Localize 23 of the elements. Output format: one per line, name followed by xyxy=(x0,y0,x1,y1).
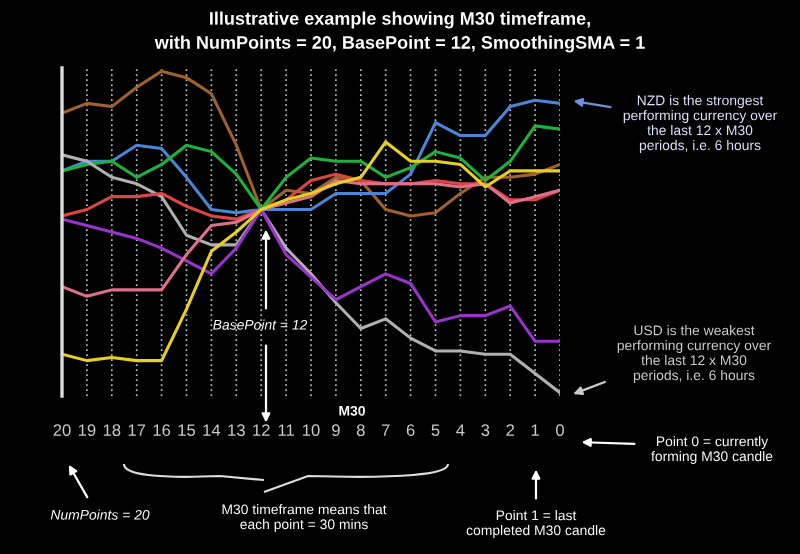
chart-subtitle: with NumPoints = 20, BasePoint = 12, SmoothingSMA = 1 xyxy=(154,35,645,53)
x-tick-label: 14 xyxy=(203,424,221,436)
x-tick-label: 5 xyxy=(431,424,440,437)
x-tick-label: 4 xyxy=(456,424,465,436)
x-tick-label: 13 xyxy=(228,424,245,437)
x-tick-label: 16 xyxy=(153,424,171,437)
x-tick-label: 1 xyxy=(531,424,539,436)
x-tick-label: 0 xyxy=(556,424,564,437)
x-tick-label: 9 xyxy=(332,424,340,437)
x-tick-label: 12 xyxy=(253,424,270,436)
x-tick-label: 8 xyxy=(356,424,365,437)
x-tick-label: 3 xyxy=(481,424,490,437)
x-tick-label: 20 xyxy=(53,424,71,437)
x-tick-label: 11 xyxy=(278,424,294,436)
x-tick-label: 2 xyxy=(506,424,514,436)
x-tick-label: 19 xyxy=(78,424,96,437)
x-tick-label: 17 xyxy=(128,424,146,436)
x-tick-label: 10 xyxy=(303,424,320,437)
x-tick-label: 6 xyxy=(406,424,415,437)
chart-title: Illustrative example showing M30 timeframe, xyxy=(210,11,590,29)
x-tick-label: 7 xyxy=(381,424,390,436)
x-tick-label: 18 xyxy=(103,424,121,437)
x-tick-label: 15 xyxy=(178,424,196,437)
